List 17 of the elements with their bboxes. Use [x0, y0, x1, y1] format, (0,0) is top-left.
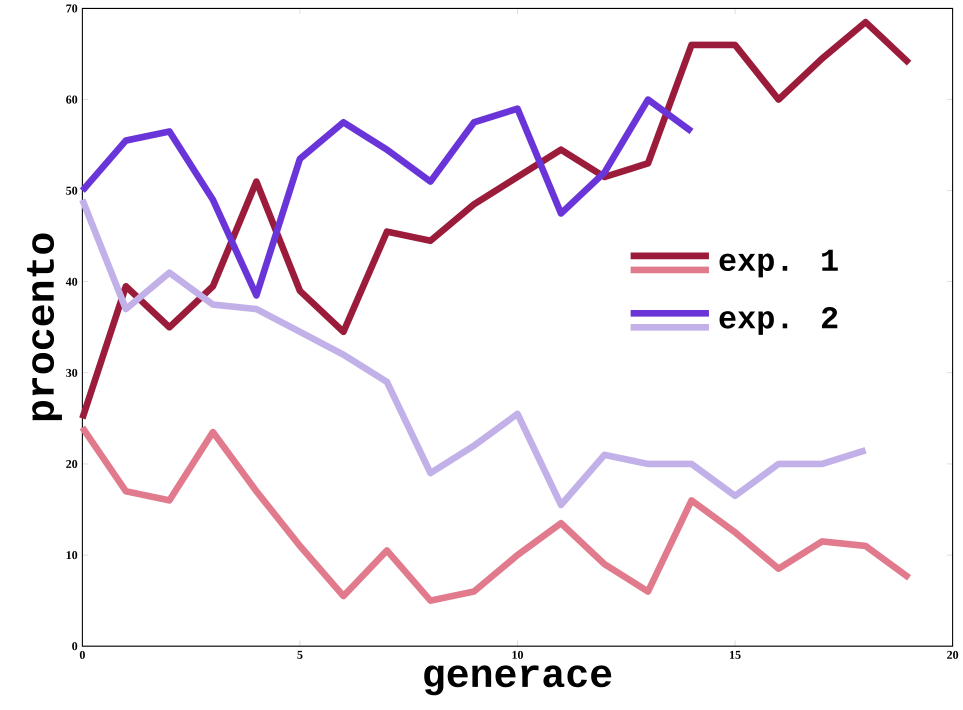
x-tick-label: 10	[512, 650, 524, 659]
x-tick-label: 5	[297, 650, 302, 659]
legend-label: exp. 2	[720, 307, 838, 335]
y-tick-label: 50	[66, 186, 78, 195]
y-axis-title: procento	[27, 233, 62, 420]
y-tick-label: 0	[72, 642, 78, 650]
y-tick-label: 60	[66, 96, 78, 104]
y-tick-label: 70	[66, 4, 78, 13]
y-tick-label: 30	[66, 368, 78, 377]
x-tick-label: 0	[80, 650, 85, 659]
x-tick-label: 15	[730, 650, 741, 659]
y-tick-label: 40	[66, 278, 78, 286]
y-tick-label: 10	[66, 551, 78, 560]
legend-label: exp. 1	[720, 250, 838, 278]
y-tick-label: 20	[66, 460, 78, 468]
x-axis-title: generace	[424, 665, 612, 696]
x-tick-label: 20	[947, 650, 958, 659]
